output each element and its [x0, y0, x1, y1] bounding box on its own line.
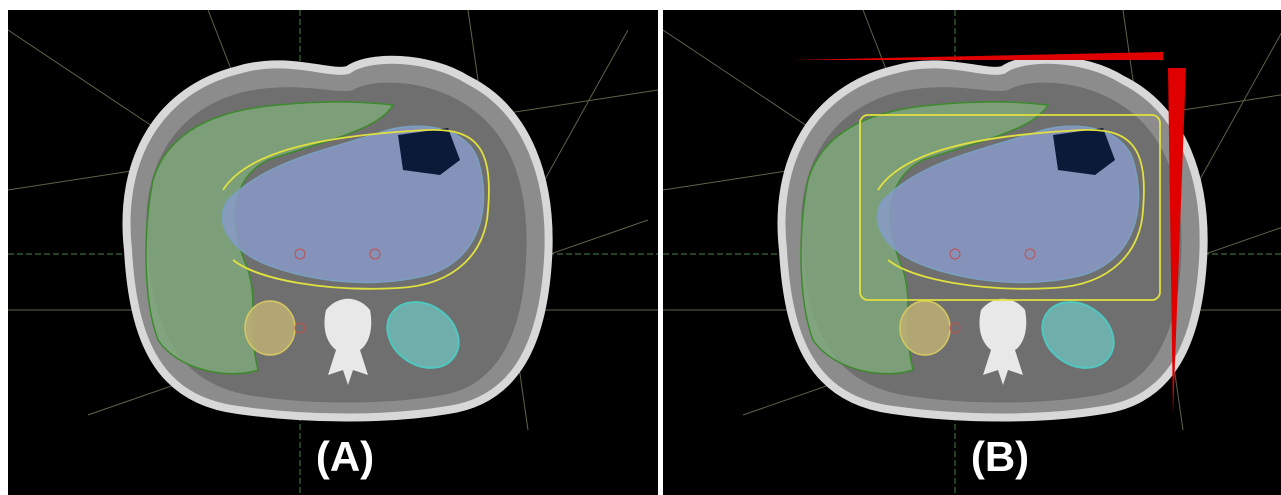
panel-b	[663, 10, 1281, 495]
panel-label: (A)	[316, 433, 374, 480]
panel-a	[8, 10, 658, 495]
panel-label: (B)	[971, 433, 1029, 480]
divider	[658, 0, 662, 495]
